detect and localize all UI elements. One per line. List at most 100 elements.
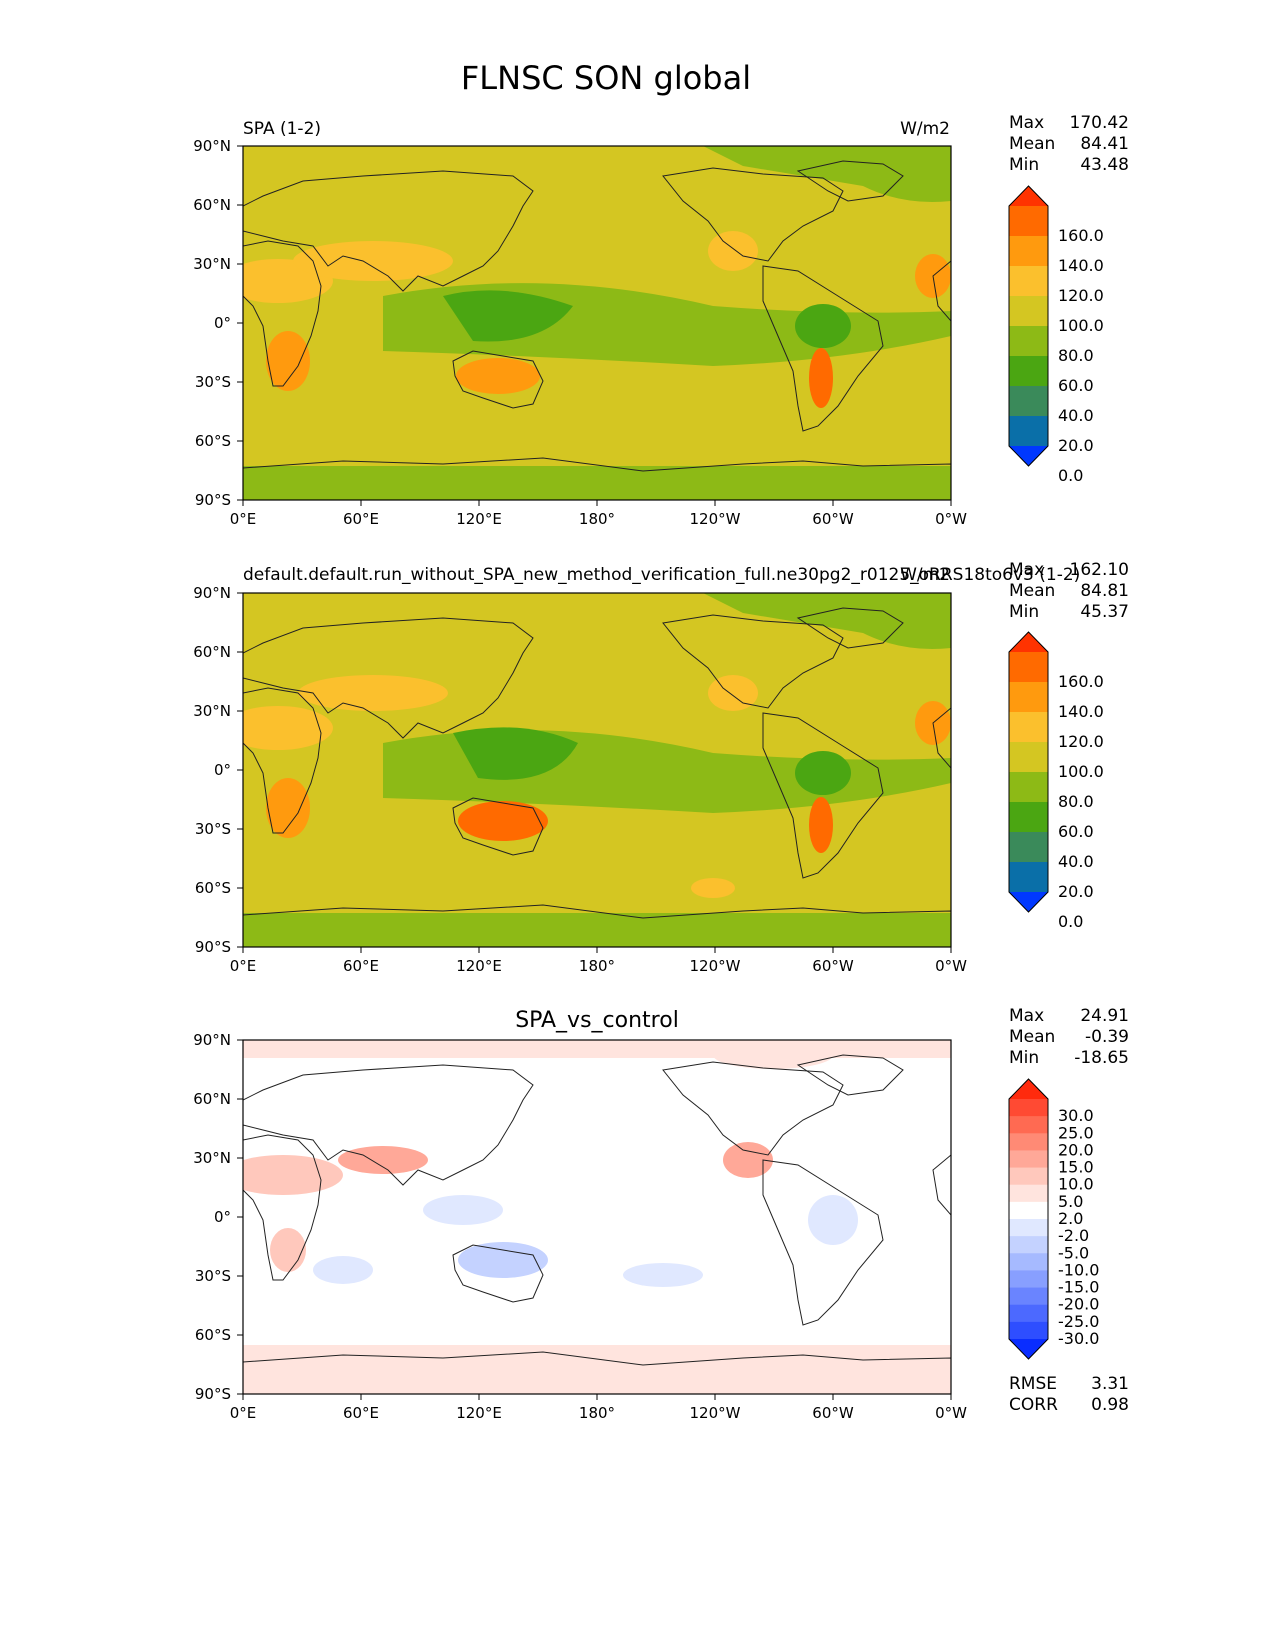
- panel-reference-field-antarctic: [243, 913, 951, 947]
- difference-ytick-label: 30°N: [193, 1149, 231, 1167]
- difference-colorbar-segment: [1009, 1167, 1048, 1186]
- test-ytick-label: 90°S: [195, 491, 231, 509]
- test-colorbar-label: 80.0: [1058, 346, 1094, 365]
- reference-colorbar-segment: [1009, 742, 1048, 773]
- test-colorbar-segment: [1009, 326, 1048, 357]
- difference-ytick-label: 30°S: [195, 1267, 231, 1285]
- test-colorbar-label: 60.0: [1058, 376, 1094, 395]
- reference-xtick-label: 60°E: [343, 957, 379, 975]
- test-colorbar-label: 140.0: [1058, 256, 1104, 275]
- test-xtick-label: 120°W: [690, 510, 741, 528]
- panel-reference-field-amazon: [795, 751, 851, 795]
- reference-ytick-label: 30°N: [193, 702, 231, 720]
- panel-reference-field-south-pacific: [691, 878, 735, 898]
- test-colorbar-extend-bottom: [1009, 446, 1048, 466]
- test-colorbar-label: 100.0: [1058, 316, 1104, 335]
- panel-difference-stats: Max 24.91 Mean -0.39 Min -18.65: [1009, 1006, 1129, 1068]
- panel-difference-field-sahara: [243, 1155, 343, 1195]
- panel-test-field-kalahari: [266, 331, 310, 391]
- test-colorbar-segment: [1009, 386, 1048, 417]
- panel-difference-field-australia: [458, 1242, 548, 1278]
- reference-colorbar-segment: [1009, 652, 1048, 683]
- test-ytick-label: 30°S: [195, 373, 231, 391]
- difference-colorbar-segment: [1009, 1201, 1048, 1220]
- difference-colorbar-segment: [1009, 1219, 1048, 1237]
- panel-difference-field-kalahari: [270, 1228, 306, 1272]
- difference-colorbar-segment: [1009, 1253, 1048, 1271]
- test-ytick-label: 90°N: [193, 137, 231, 155]
- difference-colorbar-label: 10.0: [1058, 1175, 1094, 1194]
- svg-text:Min: Min: [1009, 1048, 1039, 1068]
- panel-difference: SPA_vs_control 0°E 60°E 120°E 180° 120°W 6: [193, 1006, 1129, 1422]
- difference-colorbar-label: -5.0: [1058, 1243, 1089, 1262]
- panel-reference-axes: 0°E 60°E 120°E 180° 120°W 60°W 0°W 90°N 60°N 30°N…: [193, 584, 967, 975]
- reference-ytick-label: 60°N: [193, 643, 231, 661]
- reference-colorbar-label: 60.0: [1058, 822, 1094, 841]
- test-ytick-label: 30°N: [193, 255, 231, 273]
- panel-test-stats: Max 170.42 Mean 84.41 Min 43.48: [1009, 113, 1129, 175]
- panel-test-field-maritime: [443, 290, 573, 342]
- reference-xtick-label: 0°W: [935, 957, 967, 975]
- reference-ytick-label: 90°S: [195, 938, 231, 956]
- reference-colorbar-label: 160.0: [1058, 672, 1104, 691]
- difference-xtick-label: 120°W: [690, 1404, 741, 1422]
- panel-test-field-amazon: [795, 304, 851, 348]
- panel-reference-field-mexico: [708, 675, 758, 711]
- svg-text:Min: Min: [1009, 602, 1039, 622]
- panel-test-title-left: SPA (1-2): [243, 119, 321, 139]
- panel-reference-field-australia: [458, 801, 548, 841]
- svg-text:Max: Max: [1009, 1006, 1044, 1026]
- reference-xtick-label: 120°E: [456, 957, 502, 975]
- reference-colorbar-segment: [1009, 712, 1048, 743]
- panel-test-stat-mean: 84.41: [1080, 134, 1129, 154]
- panel-difference-field-canada: [713, 1041, 833, 1069]
- difference-colorbar-label: -10.0: [1058, 1260, 1099, 1279]
- difference-colorbar-segment: [1009, 1236, 1048, 1254]
- svg-text:Mean: Mean: [1009, 1027, 1055, 1047]
- reference-ytick-label: 60°S: [195, 879, 231, 897]
- difference-colorbar-label: 30.0: [1058, 1106, 1094, 1125]
- panel-reference-field-arctic: [703, 593, 951, 649]
- difference-colorbar-segment: [1009, 1304, 1048, 1323]
- panel-reference-title-right: W/m2: [900, 565, 950, 585]
- test-colorbar-segment: [1009, 266, 1048, 297]
- difference-xtick-label: 60°W: [812, 1404, 854, 1422]
- panel-difference-map: [242, 1039, 952, 1395]
- reference-colorbar-segment: [1009, 802, 1048, 833]
- difference-ytick-label: 0°: [214, 1208, 231, 1226]
- reference-colorbar-label: 20.0: [1058, 882, 1094, 901]
- panel-difference-colorbar: 30.025.020.015.010.05.02.0-2.0-5.0-10.0-…: [1008, 1078, 1099, 1360]
- reference-xtick-label: 0°E: [230, 957, 257, 975]
- test-colorbar-segment: [1009, 236, 1048, 267]
- reference-colorbar-label: 40.0: [1058, 852, 1094, 871]
- reference-colorbar-label: 0.0: [1058, 912, 1083, 931]
- test-ytick-label: 60°S: [195, 432, 231, 450]
- reference-colorbar-label: 80.0: [1058, 792, 1094, 811]
- difference-xtick-label: 60°E: [343, 1404, 379, 1422]
- panel-test-field-arctic: [703, 146, 951, 202]
- test-xtick-label: 60°W: [812, 510, 854, 528]
- svg-text:Mean: Mean: [1009, 134, 1055, 154]
- difference-colorbar-label: -2.0: [1058, 1226, 1089, 1245]
- test-colorbar-segment: [1009, 416, 1048, 447]
- test-colorbar-extend-top: [1009, 186, 1048, 206]
- panel-difference-field-antarctic: [243, 1345, 951, 1394]
- panel-reference-field-asia: [298, 675, 448, 711]
- difference-ytick-label: 90°N: [193, 1031, 231, 1049]
- panel-reference-stats: Max 162.10 Mean 84.81 Min 45.37: [1009, 560, 1129, 622]
- test-xtick-label: 120°E: [456, 510, 502, 528]
- reference-ytick-label: 90°N: [193, 584, 231, 602]
- panel-reference-colorbar: 160.0 140.0 120.0 100.0 80.0 60.0 40.0 20.0 0.0: [1008, 631, 1104, 931]
- test-xtick-label: 180°: [579, 510, 615, 528]
- panel-test-field-australia: [456, 358, 540, 394]
- test-ytick-label: 0°: [214, 314, 231, 332]
- panel-reference-map: [242, 592, 952, 948]
- test-colorbar-label: 20.0: [1058, 436, 1094, 455]
- svg-text:Max: Max: [1009, 560, 1044, 580]
- svg-text:RMSE: RMSE: [1009, 1374, 1057, 1394]
- panel-difference-corr: 0.98: [1091, 1395, 1129, 1415]
- panel-test-field-antarctic: [243, 466, 951, 500]
- test-xtick-label: 60°E: [343, 510, 379, 528]
- test-colorbar-segment: [1009, 296, 1048, 327]
